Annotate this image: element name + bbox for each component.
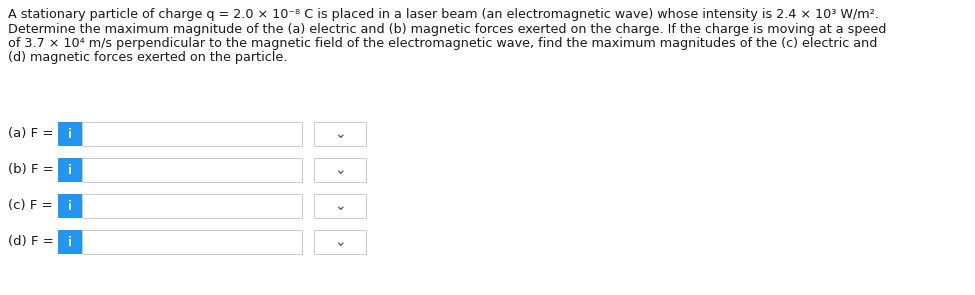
Text: (d) F =: (d) F = (8, 235, 58, 248)
FancyBboxPatch shape (82, 194, 302, 218)
FancyBboxPatch shape (314, 122, 366, 146)
Text: ⌄: ⌄ (334, 235, 346, 249)
FancyBboxPatch shape (58, 158, 82, 182)
Text: i: i (68, 235, 72, 248)
FancyBboxPatch shape (314, 194, 366, 218)
FancyBboxPatch shape (58, 122, 82, 146)
Text: A stationary particle of charge q = 2.0 × 10⁻⁸ C is placed in a laser beam (an e: A stationary particle of charge q = 2.0 … (8, 8, 879, 21)
Text: (a) F =: (a) F = (8, 127, 58, 140)
FancyBboxPatch shape (58, 194, 82, 218)
Text: ⌄: ⌄ (334, 127, 346, 141)
Text: ⌄: ⌄ (334, 163, 346, 177)
Text: of 3.7 × 10⁴ m/s perpendicular to the magnetic field of the electromagnetic wave: of 3.7 × 10⁴ m/s perpendicular to the ma… (8, 37, 878, 50)
FancyBboxPatch shape (314, 230, 366, 254)
FancyBboxPatch shape (58, 230, 82, 254)
Text: (b) F =: (b) F = (8, 163, 58, 176)
FancyBboxPatch shape (82, 158, 302, 182)
Text: ⌄: ⌄ (334, 199, 346, 213)
Text: (d) magnetic forces exerted on the particle.: (d) magnetic forces exerted on the parti… (8, 52, 288, 65)
Text: Determine the maximum magnitude of the (a) electric and (b) magnetic forces exer: Determine the maximum magnitude of the (… (8, 22, 886, 35)
Text: i: i (68, 199, 72, 212)
Text: i: i (68, 163, 72, 176)
FancyBboxPatch shape (82, 230, 302, 254)
Text: i: i (68, 127, 72, 140)
FancyBboxPatch shape (314, 158, 366, 182)
Text: (c) F =: (c) F = (8, 199, 57, 212)
FancyBboxPatch shape (82, 122, 302, 146)
